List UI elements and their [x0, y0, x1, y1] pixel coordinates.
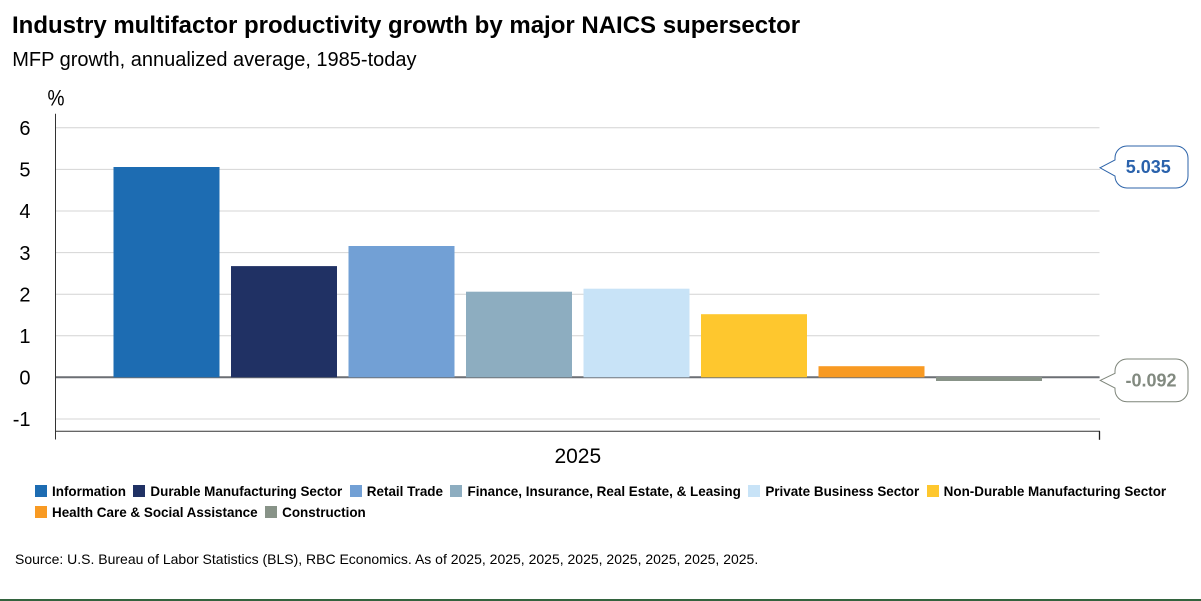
- svg-text:0: 0: [19, 368, 30, 390]
- svg-text:6: 6: [19, 118, 30, 140]
- svg-text:%: %: [48, 86, 65, 111]
- svg-text:2: 2: [19, 284, 30, 306]
- svg-text:5.035: 5.035: [1126, 157, 1171, 177]
- svg-text:4: 4: [19, 201, 30, 223]
- svg-text:3: 3: [19, 243, 30, 265]
- svg-text:5: 5: [19, 160, 30, 182]
- svg-text:2025: 2025: [554, 445, 601, 468]
- svg-text:1: 1: [19, 326, 30, 348]
- svg-text:-1: -1: [13, 409, 31, 431]
- svg-text:-0.092: -0.092: [1125, 370, 1176, 390]
